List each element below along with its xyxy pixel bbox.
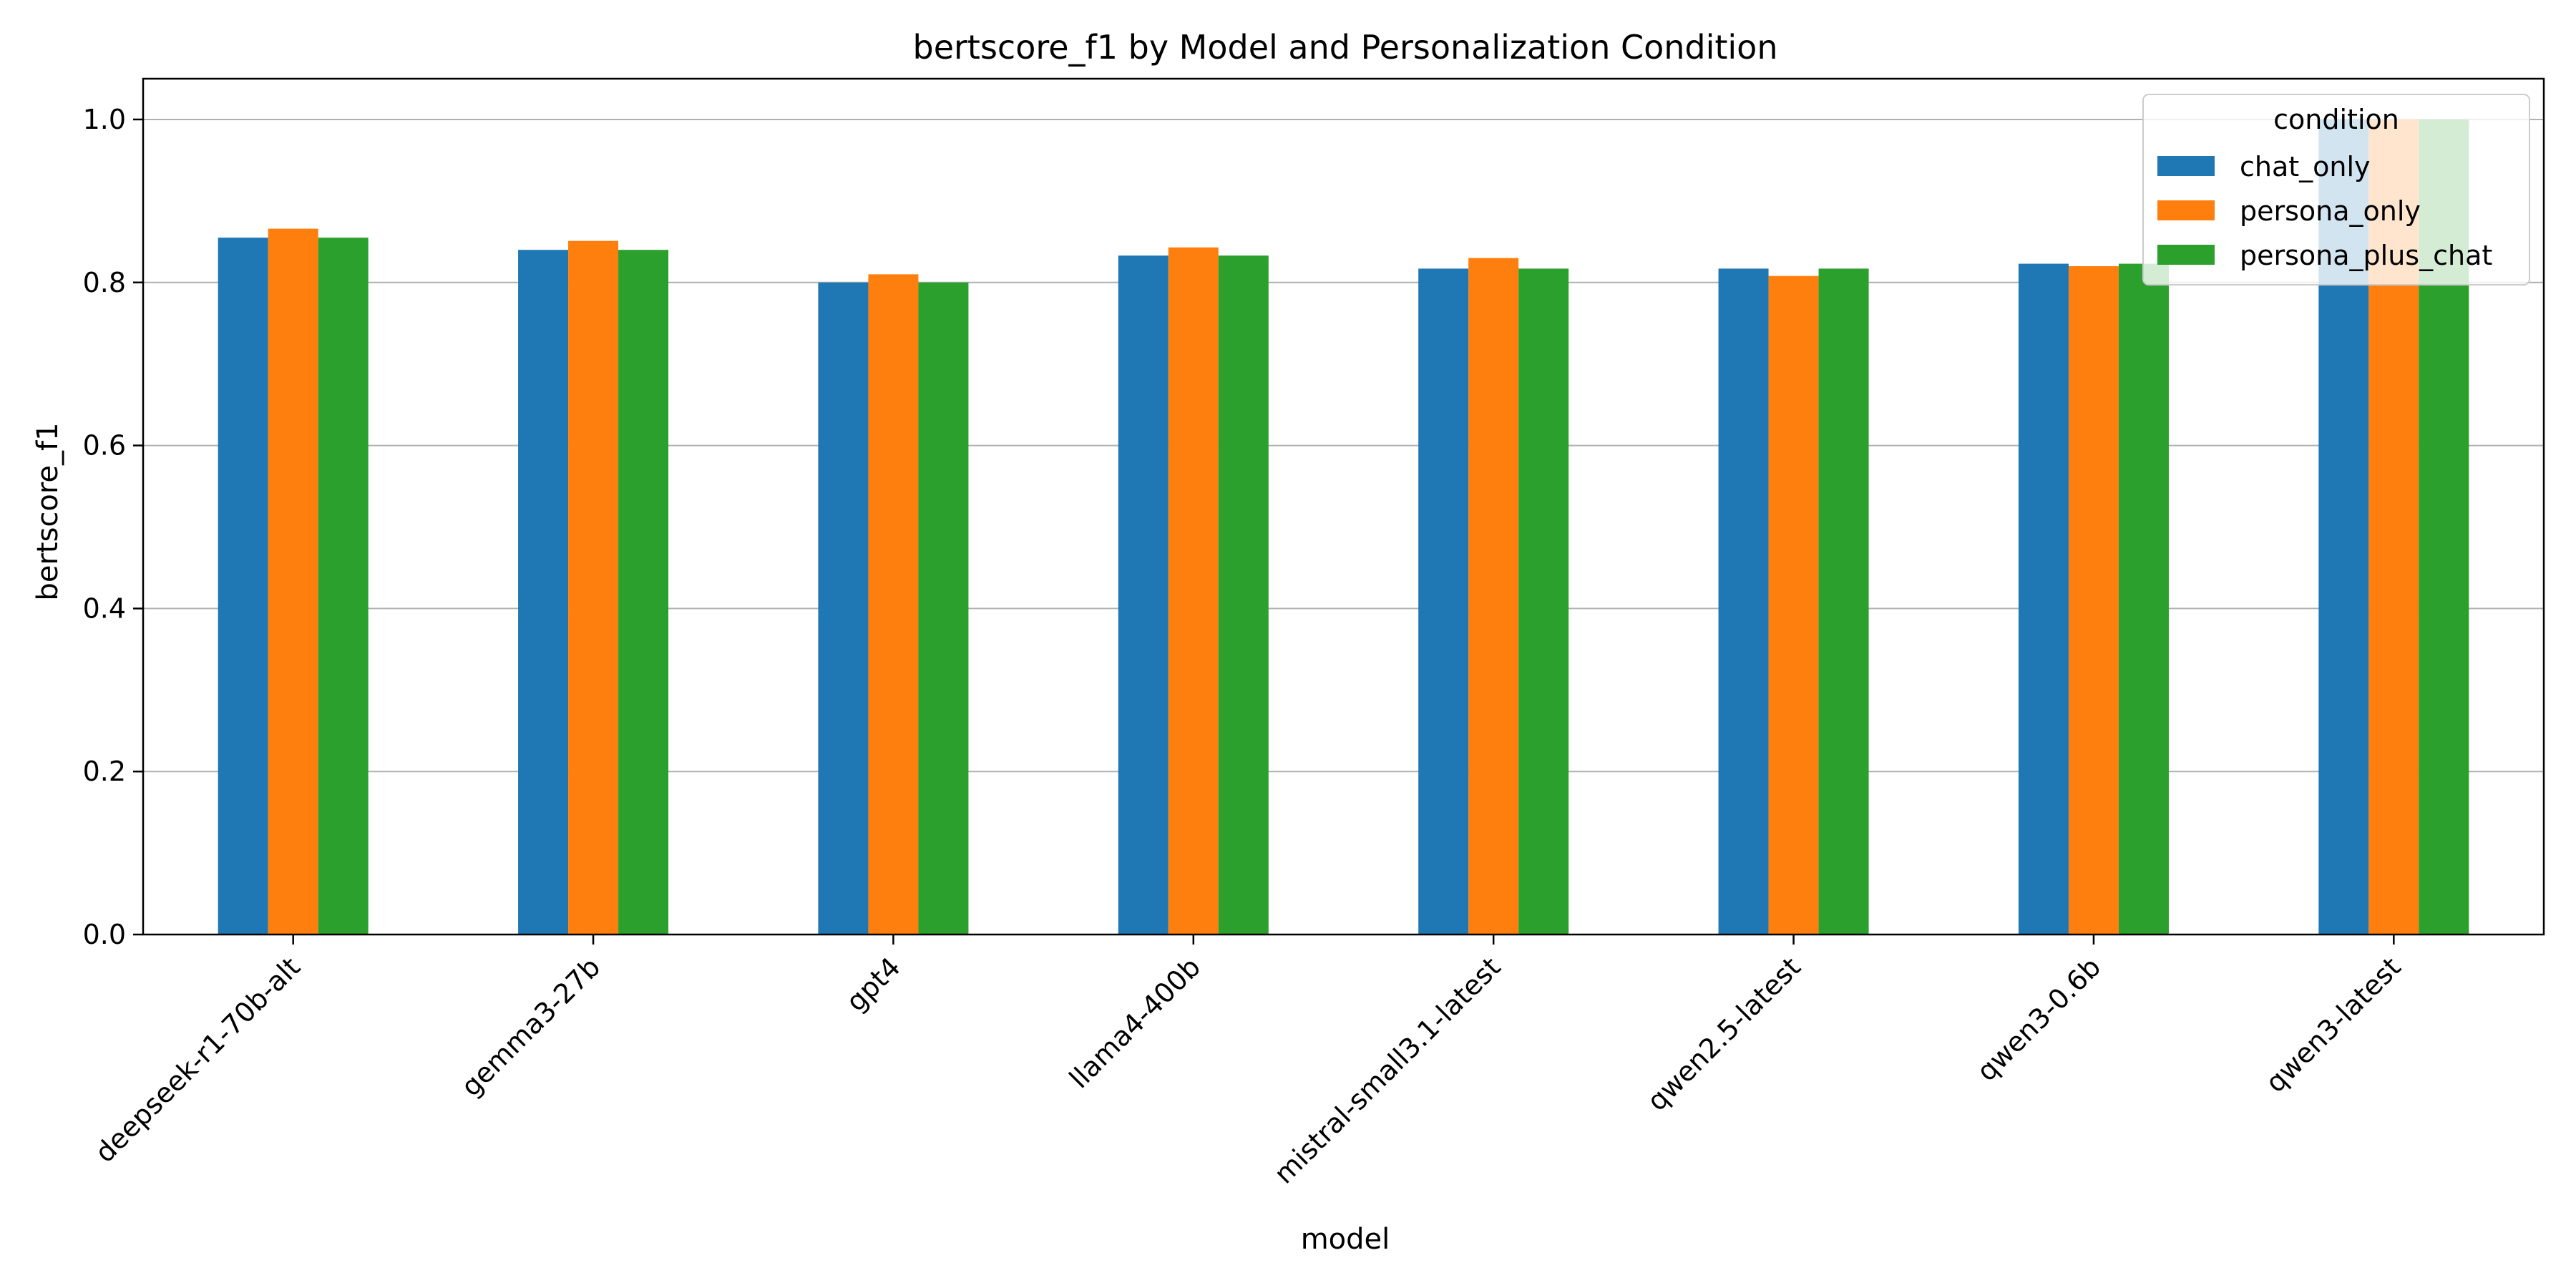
bar-chat-only-4 bbox=[1118, 255, 1169, 935]
bar-persona-only-2 bbox=[568, 240, 619, 935]
y-tick-label: 0.0 bbox=[83, 919, 126, 950]
legend-label-chat-only: chat_only bbox=[2240, 151, 2371, 182]
bar-persona-plus-chat-5 bbox=[1518, 268, 1569, 935]
x-axis-label: model bbox=[1301, 1223, 1390, 1256]
bar-persona-only-1 bbox=[268, 228, 318, 935]
bar-persona-plus-chat-6 bbox=[1818, 268, 1869, 935]
legend: condition chat_only persona_only persona_pl… bbox=[2142, 94, 2530, 286]
bar-chat-only-2 bbox=[518, 250, 569, 935]
bar-persona-only-7 bbox=[2068, 265, 2119, 935]
bar-persona-plus-chat-2 bbox=[618, 250, 669, 935]
bar-chat-only-3 bbox=[818, 282, 869, 935]
legend-label-persona-plus-chat: persona_plus_chat bbox=[2240, 240, 2492, 271]
bar-chat-only-5 bbox=[1418, 268, 1469, 935]
bar-persona-only-5 bbox=[1468, 258, 1519, 935]
legend-swatch-persona-plus-chat bbox=[2157, 245, 2215, 265]
bar-persona-plus-chat-7 bbox=[2118, 263, 2169, 935]
bar-persona-plus-chat-4 bbox=[1218, 255, 1269, 935]
bar-persona-only-3 bbox=[868, 274, 919, 935]
bar-persona-only-4 bbox=[1168, 247, 1219, 935]
y-tick-label: 0.8 bbox=[83, 267, 126, 298]
chart-title: bertscore_f1 by Model and Personalizatio… bbox=[913, 28, 1778, 67]
plot-frame bbox=[142, 77, 2545, 936]
bar-chat-only-7 bbox=[2018, 263, 2069, 935]
y-tick-label: 0.4 bbox=[83, 592, 126, 624]
legend-swatch-chat-only bbox=[2157, 156, 2215, 176]
bar-persona-plus-chat-3 bbox=[918, 282, 969, 935]
legend-box bbox=[2142, 94, 2530, 286]
y-tick-label: 0.6 bbox=[83, 430, 126, 462]
bar-persona-only-6 bbox=[1768, 275, 1819, 935]
y-tick-label: 1.0 bbox=[83, 104, 126, 135]
bar-persona-plus-chat-1 bbox=[318, 238, 369, 935]
bar-chat-only-1 bbox=[218, 238, 268, 935]
bars bbox=[218, 119, 2469, 935]
legend-title: condition bbox=[2273, 104, 2399, 135]
legend-swatch-persona-only bbox=[2157, 200, 2215, 220]
y-axis-label: bertscore_f1 bbox=[31, 422, 64, 600]
bar-chat-only-6 bbox=[1718, 268, 1769, 935]
legend-label-persona-only: persona_only bbox=[2240, 195, 2421, 227]
y-tick-label: 0.2 bbox=[83, 756, 126, 787]
